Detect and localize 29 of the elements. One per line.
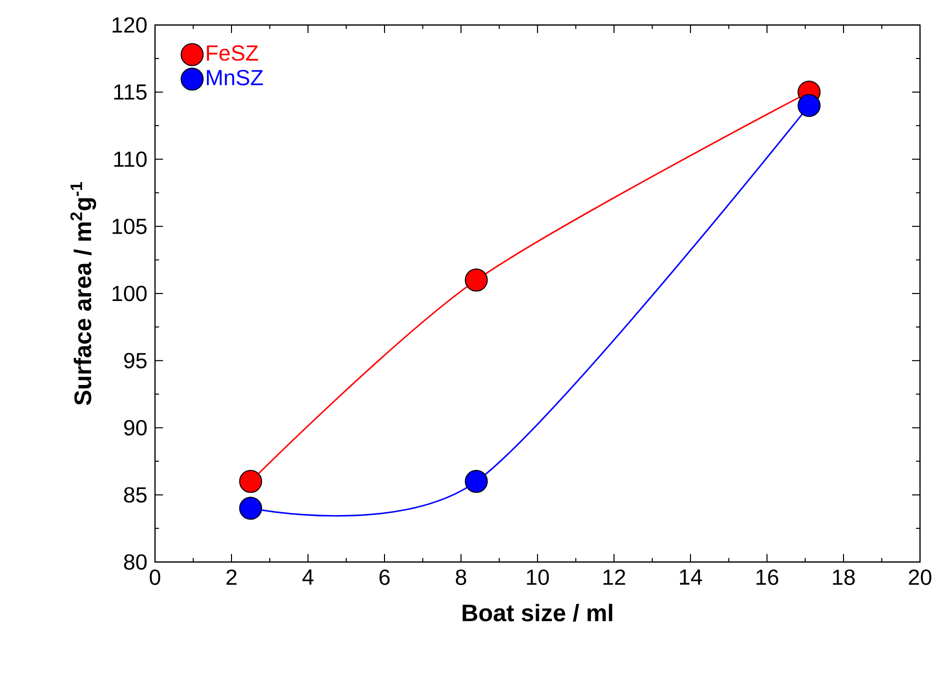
y-tick-label: 85 bbox=[124, 487, 147, 503]
y-tick-label: 110 bbox=[114, 151, 147, 167]
y-tick-label: 115 bbox=[114, 84, 147, 100]
x-tick-label: 12 bbox=[603, 569, 626, 585]
x-tick-label: 0 bbox=[150, 569, 160, 586]
x-tick-label: 8 bbox=[456, 569, 466, 586]
y-tick-label: 90 bbox=[124, 420, 147, 436]
x-tick-label: 14 bbox=[680, 569, 702, 585]
x-tick-label: 18 bbox=[832, 569, 855, 586]
x-axis-title: Boat size / ml bbox=[462, 604, 612, 622]
y-tick-label: 95 bbox=[124, 352, 147, 368]
point bbox=[798, 94, 821, 118]
x-tick-label: 4 bbox=[302, 569, 314, 585]
point bbox=[464, 268, 488, 292]
x-tick-label: 6 bbox=[380, 569, 390, 586]
y-tick-label: 100 bbox=[112, 286, 147, 302]
y-axis-title: Surface area / m$^{2}$g$^{-1}$ bbox=[70, 182, 96, 406]
point bbox=[239, 470, 262, 493]
x-tick-label: 10 bbox=[526, 569, 549, 586]
y-tick-label: 120 bbox=[112, 17, 147, 33]
point bbox=[464, 470, 488, 493]
point bbox=[239, 496, 262, 520]
legend-label: MnSZ bbox=[206, 70, 263, 86]
x-tick-label: 20 bbox=[908, 569, 932, 586]
x-tick-label: 2 bbox=[226, 569, 237, 585]
y-tick-label: 105 bbox=[112, 218, 147, 234]
legend-label: FeSZ bbox=[206, 45, 258, 61]
x-tick-label: 16 bbox=[756, 569, 778, 586]
y-tick-label: 80 bbox=[124, 554, 147, 570]
